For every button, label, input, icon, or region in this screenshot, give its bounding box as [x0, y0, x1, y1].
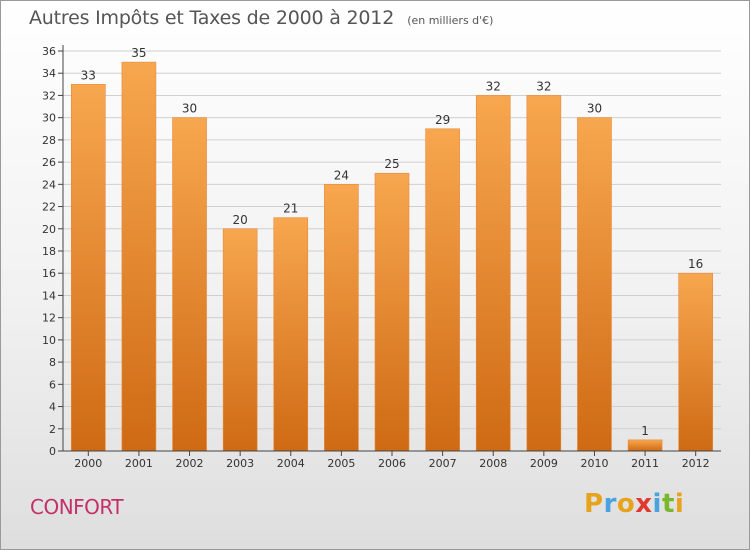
logo-letter: o	[616, 489, 636, 519]
logo-letter: t	[661, 489, 675, 519]
y-tick-label: 30	[42, 112, 56, 125]
bar-value-label: 1	[641, 424, 649, 438]
bar-value-label: 30	[182, 102, 197, 116]
x-tick-label: 2008	[479, 457, 507, 470]
bar-value-label: 16	[688, 257, 703, 271]
bar-value-label: 29	[435, 113, 450, 127]
y-tick-label: 12	[42, 312, 56, 325]
bar-value-label: 32	[486, 79, 501, 93]
bar	[71, 84, 106, 452]
x-tick-label: 2009	[530, 457, 558, 470]
logo-letter: i	[652, 489, 662, 519]
y-tick-label: 18	[42, 245, 56, 258]
logo-letter: P	[584, 489, 604, 519]
y-tick-label: 14	[42, 289, 56, 302]
y-tick-label: 34	[42, 67, 56, 80]
y-tick-label: 36	[42, 45, 56, 58]
y-tick-label: 4	[49, 401, 56, 414]
proxiti-logo: Proxiti	[584, 489, 684, 519]
logo-letter: r	[603, 489, 617, 519]
y-tick-label: 0	[49, 445, 56, 458]
bar	[678, 272, 713, 452]
bar	[222, 228, 258, 452]
y-tick-label: 24	[42, 178, 56, 191]
x-tick-label: 2001	[125, 457, 153, 470]
y-tick-label: 26	[42, 156, 56, 169]
bar	[526, 95, 562, 452]
chart-unit: (en milliers d'€)	[407, 14, 494, 27]
y-tick-label: 6	[49, 378, 56, 391]
x-tick-label: 2011	[631, 457, 659, 470]
x-tick-label: 2005	[327, 457, 355, 470]
y-tick-label: 2	[49, 423, 56, 436]
x-tick-label: 2002	[176, 457, 204, 470]
y-tick-label: 10	[42, 334, 56, 347]
logo-letter: x	[635, 489, 653, 519]
y-tick-label: 22	[42, 201, 56, 214]
bar-value-label: 24	[334, 168, 349, 182]
bar-value-label: 21	[283, 202, 298, 216]
logo-letter: i	[674, 489, 685, 519]
bar-value-label: 25	[384, 157, 399, 171]
chart-title: Autres Impôts et Taxes de 2000 à 2012 (e…	[29, 7, 493, 29]
bar	[425, 128, 460, 452]
bar	[475, 95, 511, 452]
bar-value-label: 20	[233, 213, 248, 227]
x-tick-label: 2004	[277, 457, 305, 470]
x-tick-label: 2010	[580, 457, 608, 470]
x-tick-label: 2012	[682, 457, 710, 470]
bar	[273, 217, 309, 452]
x-tick-label: 2006	[378, 457, 406, 470]
bar-value-label: 35	[131, 46, 146, 60]
bar	[324, 184, 359, 452]
bar	[627, 439, 663, 452]
bar	[577, 117, 612, 452]
x-tick-label: 2003	[226, 457, 254, 470]
bar	[172, 117, 207, 452]
bar-value-label: 32	[536, 79, 551, 93]
location-name: CONFORT	[30, 495, 124, 519]
x-tick-label: 2000	[74, 457, 102, 470]
bar	[374, 172, 410, 452]
y-tick-label: 28	[42, 134, 56, 147]
y-tick-label: 32	[42, 89, 56, 102]
bar-value-label: 30	[587, 102, 602, 116]
bar	[121, 61, 157, 452]
y-tick-label: 20	[42, 223, 56, 236]
chart-title-text: Autres Impôts et Taxes de 2000 à 2012	[29, 7, 395, 29]
y-tick-label: 8	[49, 356, 56, 369]
bar-value-label: 33	[81, 68, 96, 82]
x-tick-label: 2007	[429, 457, 457, 470]
y-tick-label: 16	[42, 267, 56, 280]
